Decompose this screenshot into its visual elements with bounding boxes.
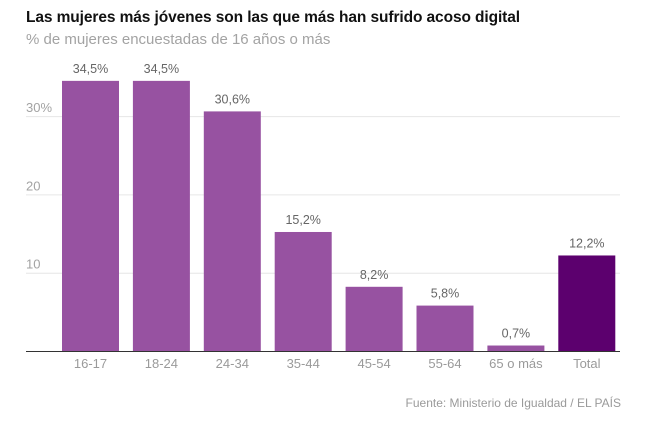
category-label: 16-17 — [74, 356, 107, 371]
chart-title: Las mujeres más jóvenes son las que más … — [26, 9, 520, 26]
value-label: 30,6% — [215, 92, 250, 106]
source-note: Fuente: Ministerio de Igualdad / EL PAÍS — [405, 396, 621, 410]
value-label: 34,5% — [144, 62, 179, 76]
value-label: 5,8% — [431, 287, 460, 301]
bar-35-44 — [274, 231, 332, 351]
category-label: Total — [573, 356, 601, 371]
bar-55-64 — [416, 305, 474, 351]
category-label: 45-54 — [357, 356, 390, 371]
bar-total — [558, 255, 616, 351]
category-label: 18-24 — [145, 356, 178, 371]
value-label: 12,2% — [569, 236, 604, 250]
value-label: 0,7% — [502, 327, 531, 341]
value-label: 8,2% — [360, 268, 389, 282]
bar-18-24 — [132, 80, 190, 352]
bar-24-34 — [203, 111, 261, 351]
y-tick-label: 30% — [26, 100, 52, 115]
category-label: 35-44 — [287, 356, 320, 371]
bar-65-o-más — [487, 345, 545, 351]
bar-16-17 — [62, 80, 119, 352]
y-tick-label: 10 — [26, 257, 40, 272]
category-label: 55-64 — [428, 356, 461, 371]
chart-subtitle: % de mujeres encuestadas de 16 años o má… — [26, 31, 331, 48]
value-label: 34,5% — [73, 62, 108, 76]
category-label: 24-34 — [216, 356, 249, 371]
category-label: 65 o más — [489, 356, 543, 371]
value-label: 15,2% — [285, 213, 320, 227]
bar-45-54 — [345, 286, 403, 351]
y-tick-label: 20 — [26, 178, 40, 193]
